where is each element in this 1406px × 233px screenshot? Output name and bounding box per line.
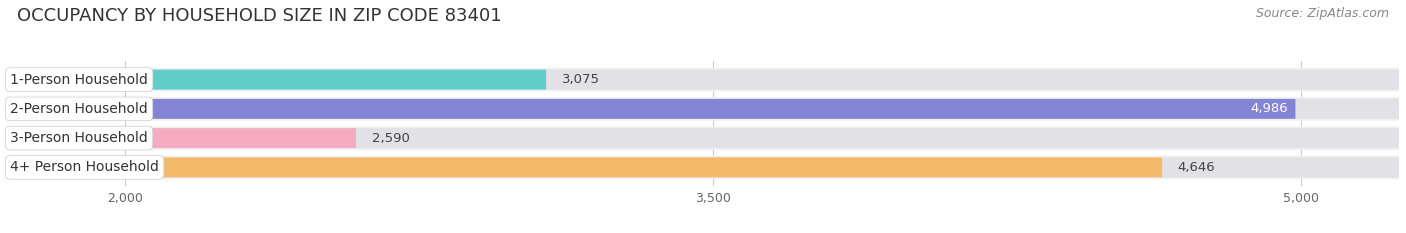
Text: 4+ Person Household: 4+ Person Household (10, 160, 159, 174)
Text: 1-Person Household: 1-Person Household (10, 73, 148, 87)
Text: 4,986: 4,986 (1250, 102, 1288, 115)
Text: 3,075: 3,075 (562, 73, 600, 86)
FancyBboxPatch shape (7, 97, 1399, 120)
FancyBboxPatch shape (7, 127, 1399, 150)
Text: 4,646: 4,646 (1178, 161, 1215, 174)
FancyBboxPatch shape (7, 70, 546, 89)
Text: 2,590: 2,590 (371, 132, 409, 145)
FancyBboxPatch shape (7, 70, 1399, 89)
Text: Source: ZipAtlas.com: Source: ZipAtlas.com (1256, 7, 1389, 20)
FancyBboxPatch shape (7, 99, 1295, 119)
FancyBboxPatch shape (7, 68, 1399, 91)
FancyBboxPatch shape (7, 158, 1163, 177)
Text: 3-Person Household: 3-Person Household (10, 131, 148, 145)
Text: 2-Person Household: 2-Person Household (10, 102, 148, 116)
FancyBboxPatch shape (7, 99, 1399, 119)
Text: OCCUPANCY BY HOUSEHOLD SIZE IN ZIP CODE 83401: OCCUPANCY BY HOUSEHOLD SIZE IN ZIP CODE … (17, 7, 502, 25)
FancyBboxPatch shape (7, 128, 356, 148)
FancyBboxPatch shape (7, 158, 1399, 177)
FancyBboxPatch shape (7, 128, 1399, 148)
FancyBboxPatch shape (7, 156, 1399, 179)
